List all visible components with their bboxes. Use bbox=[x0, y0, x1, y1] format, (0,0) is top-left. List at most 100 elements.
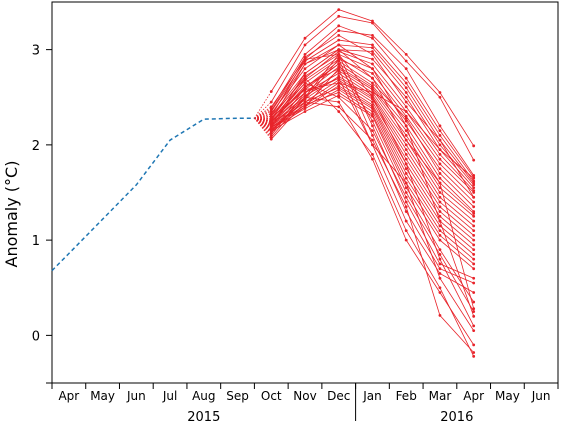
forecast-point bbox=[438, 200, 442, 204]
forecast-point bbox=[438, 124, 442, 128]
forecast-point bbox=[337, 33, 341, 37]
forecast-point bbox=[472, 291, 476, 294]
forecast-point bbox=[404, 181, 408, 185]
forecast-point bbox=[472, 238, 476, 242]
forecast-point bbox=[371, 21, 374, 25]
forecast-point bbox=[337, 105, 341, 109]
forecast-point bbox=[472, 191, 476, 194]
forecast-point bbox=[438, 267, 442, 271]
forecast-point bbox=[404, 172, 408, 175]
forecast-point bbox=[438, 262, 442, 266]
forecast-point bbox=[472, 183, 476, 187]
forecast-point bbox=[438, 138, 442, 142]
forecast-point bbox=[472, 354, 476, 358]
forecast-point bbox=[404, 210, 408, 213]
forecast-point bbox=[404, 133, 408, 137]
forecast-point bbox=[438, 191, 442, 194]
x-tick-label: Sep bbox=[226, 389, 249, 403]
forecast-point bbox=[371, 50, 374, 53]
forecast-point bbox=[371, 129, 374, 132]
forecast-point bbox=[472, 195, 476, 199]
forecast-point bbox=[404, 186, 408, 190]
forecast-point bbox=[472, 229, 476, 233]
forecast-point bbox=[438, 181, 442, 185]
forecast-point bbox=[438, 229, 442, 233]
forecast-point bbox=[472, 200, 476, 204]
forecast-point bbox=[438, 276, 442, 280]
forecast-point bbox=[472, 233, 476, 237]
forecast-point bbox=[472, 158, 476, 162]
forecast-point bbox=[269, 116, 273, 120]
forecast-point bbox=[337, 29, 341, 32]
forecast-point bbox=[404, 110, 408, 113]
forecast-point bbox=[371, 143, 374, 147]
forecast-point bbox=[303, 67, 307, 71]
forecast-point bbox=[269, 109, 273, 112]
forecast-point bbox=[404, 205, 408, 209]
forecast-point bbox=[337, 72, 341, 75]
forecast-point bbox=[371, 43, 374, 47]
forecast-point bbox=[438, 157, 442, 161]
forecast-point bbox=[404, 86, 408, 90]
x-tick-label: Jun bbox=[126, 389, 146, 403]
forecast-point bbox=[438, 238, 442, 242]
forecast-point bbox=[371, 76, 374, 80]
forecast-point bbox=[438, 148, 442, 152]
forecast-point bbox=[472, 257, 476, 261]
forecast-point bbox=[472, 351, 476, 354]
y-tick-label: 2 bbox=[32, 139, 40, 154]
forecast-point bbox=[438, 195, 442, 199]
forecast-point bbox=[472, 281, 476, 285]
forecast-point bbox=[337, 76, 341, 80]
observed-series bbox=[51, 117, 255, 272]
forecast-point bbox=[337, 67, 341, 71]
forecast-point bbox=[371, 33, 374, 37]
forecast-point bbox=[404, 157, 408, 161]
forecast-point bbox=[404, 143, 408, 147]
forecast-point bbox=[371, 88, 374, 92]
forecast-point bbox=[438, 257, 442, 261]
forecast-point bbox=[404, 119, 408, 123]
forecast-point bbox=[472, 253, 476, 256]
forecast-point bbox=[303, 55, 307, 59]
forecast-point bbox=[303, 91, 307, 94]
x-tick-label: Apr bbox=[58, 389, 79, 403]
forecast-point bbox=[269, 126, 273, 130]
axes: 0 1 2 3 Apr May Jun Jul Aug Sep Oct Nov Dec Jan Feb Mar… bbox=[32, 44, 559, 425]
forecast-point bbox=[404, 153, 408, 156]
forecast-point bbox=[472, 224, 476, 228]
x-tick-label: Apr bbox=[463, 389, 484, 403]
forecast-point bbox=[303, 76, 307, 80]
forecast-point bbox=[371, 107, 374, 111]
forecast-point bbox=[404, 167, 408, 171]
forecast-point bbox=[269, 100, 273, 104]
forecast-point bbox=[404, 81, 408, 85]
forecast-point bbox=[438, 214, 442, 218]
forecast-point bbox=[404, 59, 408, 63]
forecast-point bbox=[371, 36, 374, 40]
forecast-point bbox=[438, 143, 442, 147]
forecast-point bbox=[438, 253, 442, 256]
forecast-point bbox=[438, 176, 442, 180]
forecast-point bbox=[371, 138, 374, 142]
forecast-point bbox=[404, 91, 408, 94]
forecast-point bbox=[438, 133, 442, 137]
forecast-point bbox=[337, 91, 341, 94]
forecast-point bbox=[404, 195, 408, 199]
forecast-point bbox=[438, 162, 442, 166]
forecast-point bbox=[371, 81, 374, 85]
forecast-point bbox=[337, 62, 341, 66]
forecast-point bbox=[269, 120, 273, 124]
forecast-point bbox=[371, 62, 374, 66]
forecast-point bbox=[371, 52, 374, 56]
forecast-connector bbox=[254, 101, 272, 119]
forecast-point bbox=[337, 14, 341, 18]
forecast-point bbox=[404, 138, 408, 142]
forecast-point bbox=[472, 329, 476, 333]
forecast-point bbox=[404, 52, 408, 56]
forecast-point bbox=[404, 219, 408, 223]
plot-frame bbox=[51, 1, 559, 384]
x-tick-label: Jan bbox=[362, 389, 382, 403]
forecast-point bbox=[404, 229, 408, 233]
